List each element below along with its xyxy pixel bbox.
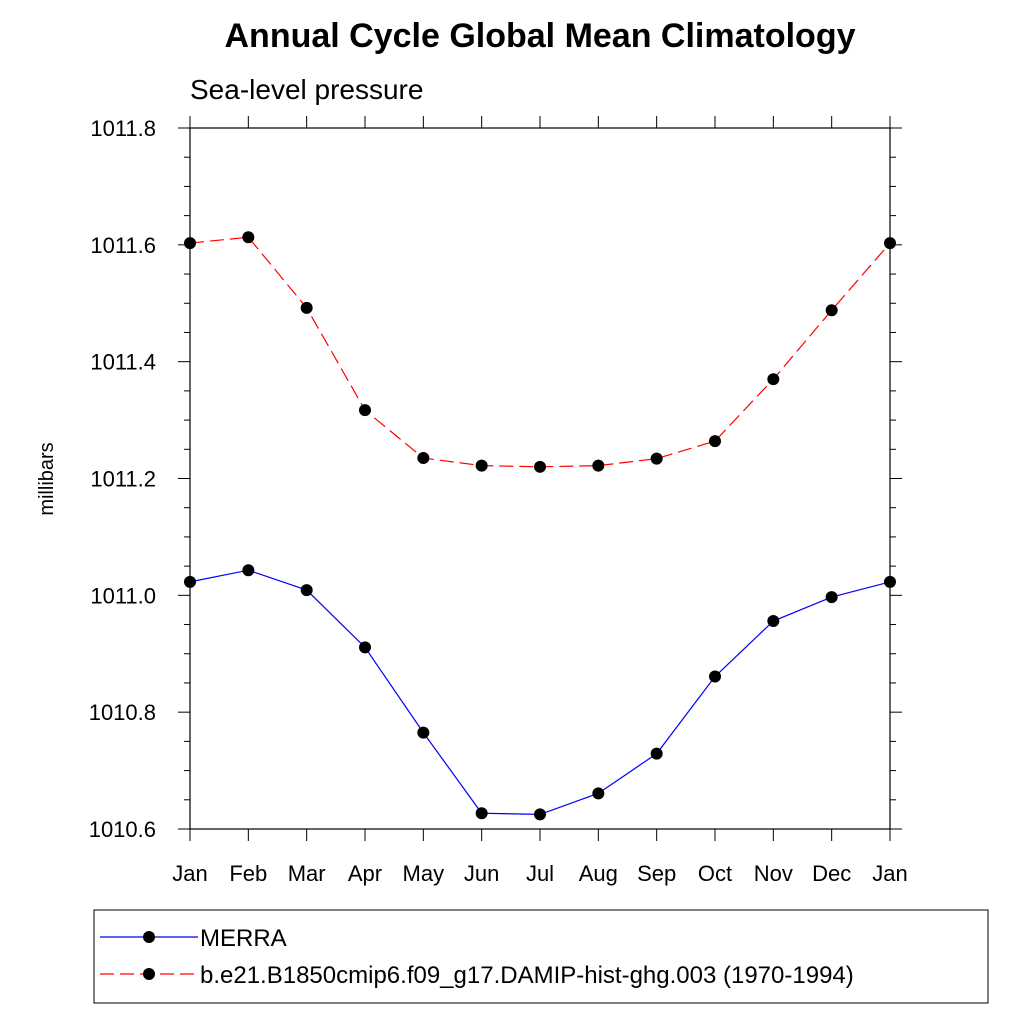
series-1-point (534, 460, 546, 473)
plot-frame (189, 127, 891, 830)
series-1-point (184, 237, 196, 250)
legend-box (93, 909, 989, 1004)
series-1-point (359, 404, 371, 417)
y-tick-label: 1010.8 (89, 700, 156, 725)
series-1-point (884, 237, 896, 250)
legend-label-0: MERRA (200, 925, 287, 952)
series-1-point (767, 373, 780, 386)
series-1-point (417, 452, 430, 465)
series-line-0 (189, 569, 891, 816)
series-0-point (884, 575, 896, 588)
series-1-point (825, 304, 838, 317)
series-1-point (709, 435, 721, 448)
y-tick-label: 1010.6 (89, 817, 156, 842)
series-0-point (300, 584, 313, 597)
x-tick-label: Sep (637, 861, 676, 886)
series-line-1 (189, 236, 891, 468)
y-tick-label: 1011.2 (90, 467, 156, 492)
series-0-point (825, 591, 838, 604)
y-tick-label: 1011.8 (90, 116, 156, 141)
legend-marker-0 (143, 931, 155, 943)
chart-subtitle: Sea-level pressure (190, 74, 423, 105)
x-tick-label: Jun (464, 861, 499, 886)
series-0-point (359, 641, 371, 654)
series-0-point (709, 670, 721, 683)
series-0-point (242, 564, 255, 577)
legend-label-1: b.e21.B1850cmip6.f09_g17.DAMIP-hist-ghg.… (200, 962, 854, 989)
x-tick-label: Jul (526, 861, 554, 886)
chart-title: Annual Cycle Global Mean Climatology (225, 17, 856, 55)
x-tick-label: Oct (698, 861, 732, 886)
series-1-point (650, 452, 663, 465)
series-1-point (592, 459, 605, 472)
x-tick-label: Feb (229, 861, 267, 886)
x-tick-label: Mar (288, 861, 326, 886)
x-tick-label: Nov (754, 861, 793, 886)
x-tick-label: Aug (579, 861, 618, 886)
series-0-point (767, 615, 780, 628)
y-tick-label: 1011.6 (90, 233, 156, 258)
series-1-point (475, 459, 488, 472)
y-tick-label: 1011.0 (90, 583, 156, 608)
x-tick-label: Jan (172, 861, 207, 886)
series-0-point (417, 726, 430, 739)
y-axis-label: millibars (36, 442, 58, 515)
x-tick-label: Jan (872, 861, 907, 886)
series-0-point (184, 575, 196, 588)
legend-marker-1 (143, 968, 155, 980)
y-tick-label: 1011.4 (90, 350, 156, 375)
series-1-point (242, 231, 255, 244)
series-1-point (300, 301, 313, 314)
x-tick-label: Dec (812, 861, 851, 886)
series-0-point (475, 807, 488, 820)
series-0-point (650, 747, 663, 760)
x-tick-label: May (403, 861, 445, 886)
series-0-point (534, 808, 546, 821)
x-tick-label: Apr (348, 861, 382, 886)
series-0-point (592, 787, 605, 800)
